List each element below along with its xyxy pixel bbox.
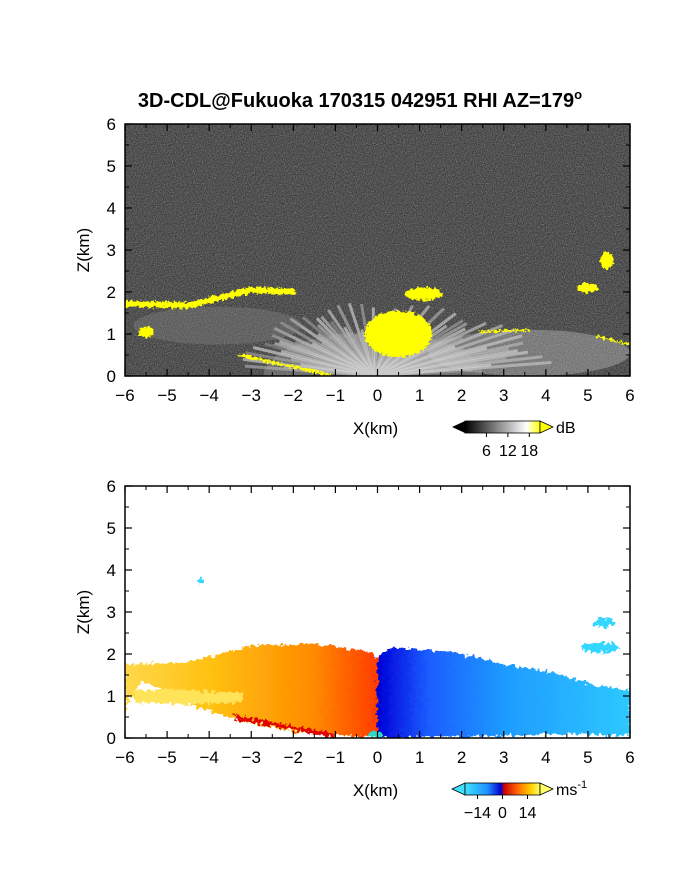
y-tick-label: 3	[107, 241, 116, 260]
positive-velocity-region	[125, 643, 378, 738]
x-tick-label: −6	[115, 386, 134, 405]
x-axis-label: X(km)	[353, 781, 398, 800]
echo-halo	[133, 306, 302, 345]
backscatter-colorbar: 6 12 18 dB	[452, 420, 576, 460]
yellow-blob	[404, 287, 443, 301]
yellow-streak	[596, 335, 630, 346]
x-tick-label: 5	[583, 748, 592, 767]
y-tick-label: 3	[107, 603, 116, 622]
figure-title: 3D-CDL@Fukuoka 170315 042951 RHI AZ=179o	[138, 87, 582, 112]
isolated-echo	[594, 617, 616, 628]
x-tick-label: 6	[625, 748, 634, 767]
y-tick-label: 6	[107, 115, 116, 134]
y-tick-label: 5	[107, 519, 116, 538]
y-tick-label: 0	[107, 729, 116, 748]
x-tick-label: 2	[457, 386, 466, 405]
isolated-echo	[197, 577, 204, 584]
colorbar-unit: ms-1	[556, 779, 587, 799]
y-tick-label: 4	[107, 561, 116, 580]
velocity-colorbar: −14 0 14 ms-1	[451, 779, 587, 822]
origin-echo	[367, 730, 383, 738]
yellow-streak	[238, 353, 332, 376]
colorbar-gradient	[464, 420, 541, 434]
colorbar-ticks: 6 12 18	[482, 433, 538, 460]
yellow-blob	[577, 282, 599, 293]
yellow-blob	[364, 310, 433, 358]
x-tick-label: −2	[284, 748, 303, 767]
velocity-axes: −6 −5 −4 −3 −2 −1 0 1 2 3 4 5 6 0 1 2 3 4 5 6 X(km) Z(km)	[74, 477, 635, 800]
backscatter-panel: −6 −5 −4 −3 −2 −1 0 1 2 3 4 5 6 0 1 2 3 4 5 6 X(km) Z(km)	[74, 115, 635, 438]
yellow-layer	[125, 286, 297, 309]
x-tick-label: −1	[326, 386, 345, 405]
colorbar-right-arrow	[539, 420, 554, 434]
x-tick-label: 4	[541, 748, 550, 767]
x-tick-label: 3	[499, 748, 508, 767]
y-tick-label: 4	[107, 199, 116, 218]
x-tick-label: −1	[326, 748, 345, 767]
echo-halo	[428, 329, 630, 376]
y-tick-label: 0	[107, 367, 116, 386]
x-tick-label: −5	[157, 748, 176, 767]
x-tick-label: 4	[541, 386, 550, 405]
y-tick-label: 2	[107, 283, 116, 302]
y-tick-label: 1	[107, 687, 116, 706]
x-tick-label: −2	[284, 386, 303, 405]
x-tick-label: −3	[242, 748, 261, 767]
y-tick-label: 5	[107, 157, 116, 176]
y-axis-label: Z(km)	[74, 228, 93, 272]
x-tick-label: −4	[199, 386, 218, 405]
x-tick-label: 0	[373, 748, 382, 767]
backscatter-image	[125, 124, 630, 376]
backscatter-axes: −6 −5 −4 −3 −2 −1 0 1 2 3 4 5 6 0 1 2 3 4 5 6 X(km) Z(km)	[74, 115, 635, 438]
high-backscatter-features	[125, 252, 630, 376]
negative-velocity-region	[377, 647, 630, 738]
colorbar-tick-label: 0	[498, 805, 507, 822]
colorbar-right-arrow	[539, 782, 554, 796]
yellow-streak	[478, 328, 530, 333]
colorbar-left-arrow	[451, 782, 466, 796]
velocity-panel: −6 −5 −4 −3 −2 −1 0 1 2 3 4 5 6 0 1 2 3 4 5 6 X(km) Z(km)	[74, 477, 635, 800]
colorbar-tick-label: 6	[482, 443, 491, 460]
colorbar-tick-label: −14	[464, 805, 491, 822]
x-tick-label: 3	[499, 386, 508, 405]
velocity-features	[125, 577, 630, 738]
colorbar-unit: dB	[556, 420, 576, 437]
y-tick-label: 2	[107, 645, 116, 664]
x-tick-label: 1	[415, 386, 424, 405]
yellow-blob	[600, 252, 614, 269]
near-surface-red-strip	[234, 715, 336, 738]
velocity-image	[125, 577, 630, 738]
x-axis-label: X(km)	[353, 419, 398, 438]
y-tick-label: 6	[107, 477, 116, 496]
positive-velocity-layer	[133, 689, 243, 705]
y-tick-label: 1	[107, 325, 116, 344]
colorbar-tick-label: 12	[499, 443, 517, 460]
x-tick-label: −3	[242, 386, 261, 405]
x-tick-label: 0	[373, 386, 382, 405]
x-tick-label: 1	[415, 748, 424, 767]
x-tick-label: −6	[115, 748, 134, 767]
isolated-echo	[581, 642, 620, 653]
colorbar-tick-label: 14	[519, 805, 537, 822]
x-tick-label: 5	[583, 386, 592, 405]
colorbar-ticks: −14 0 14	[464, 795, 537, 822]
echo-fan	[133, 302, 630, 376]
x-tick-label: 2	[457, 748, 466, 767]
y-axis-label: Z(km)	[74, 590, 93, 634]
x-tick-label: −5	[157, 386, 176, 405]
colorbar-gradient	[464, 782, 541, 796]
x-tick-label: −4	[199, 748, 218, 767]
colorbar-left-arrow	[452, 421, 465, 433]
colorbar-tick-label: 18	[520, 443, 538, 460]
x-tick-label: 6	[625, 386, 634, 405]
yellow-blob	[138, 326, 154, 338]
